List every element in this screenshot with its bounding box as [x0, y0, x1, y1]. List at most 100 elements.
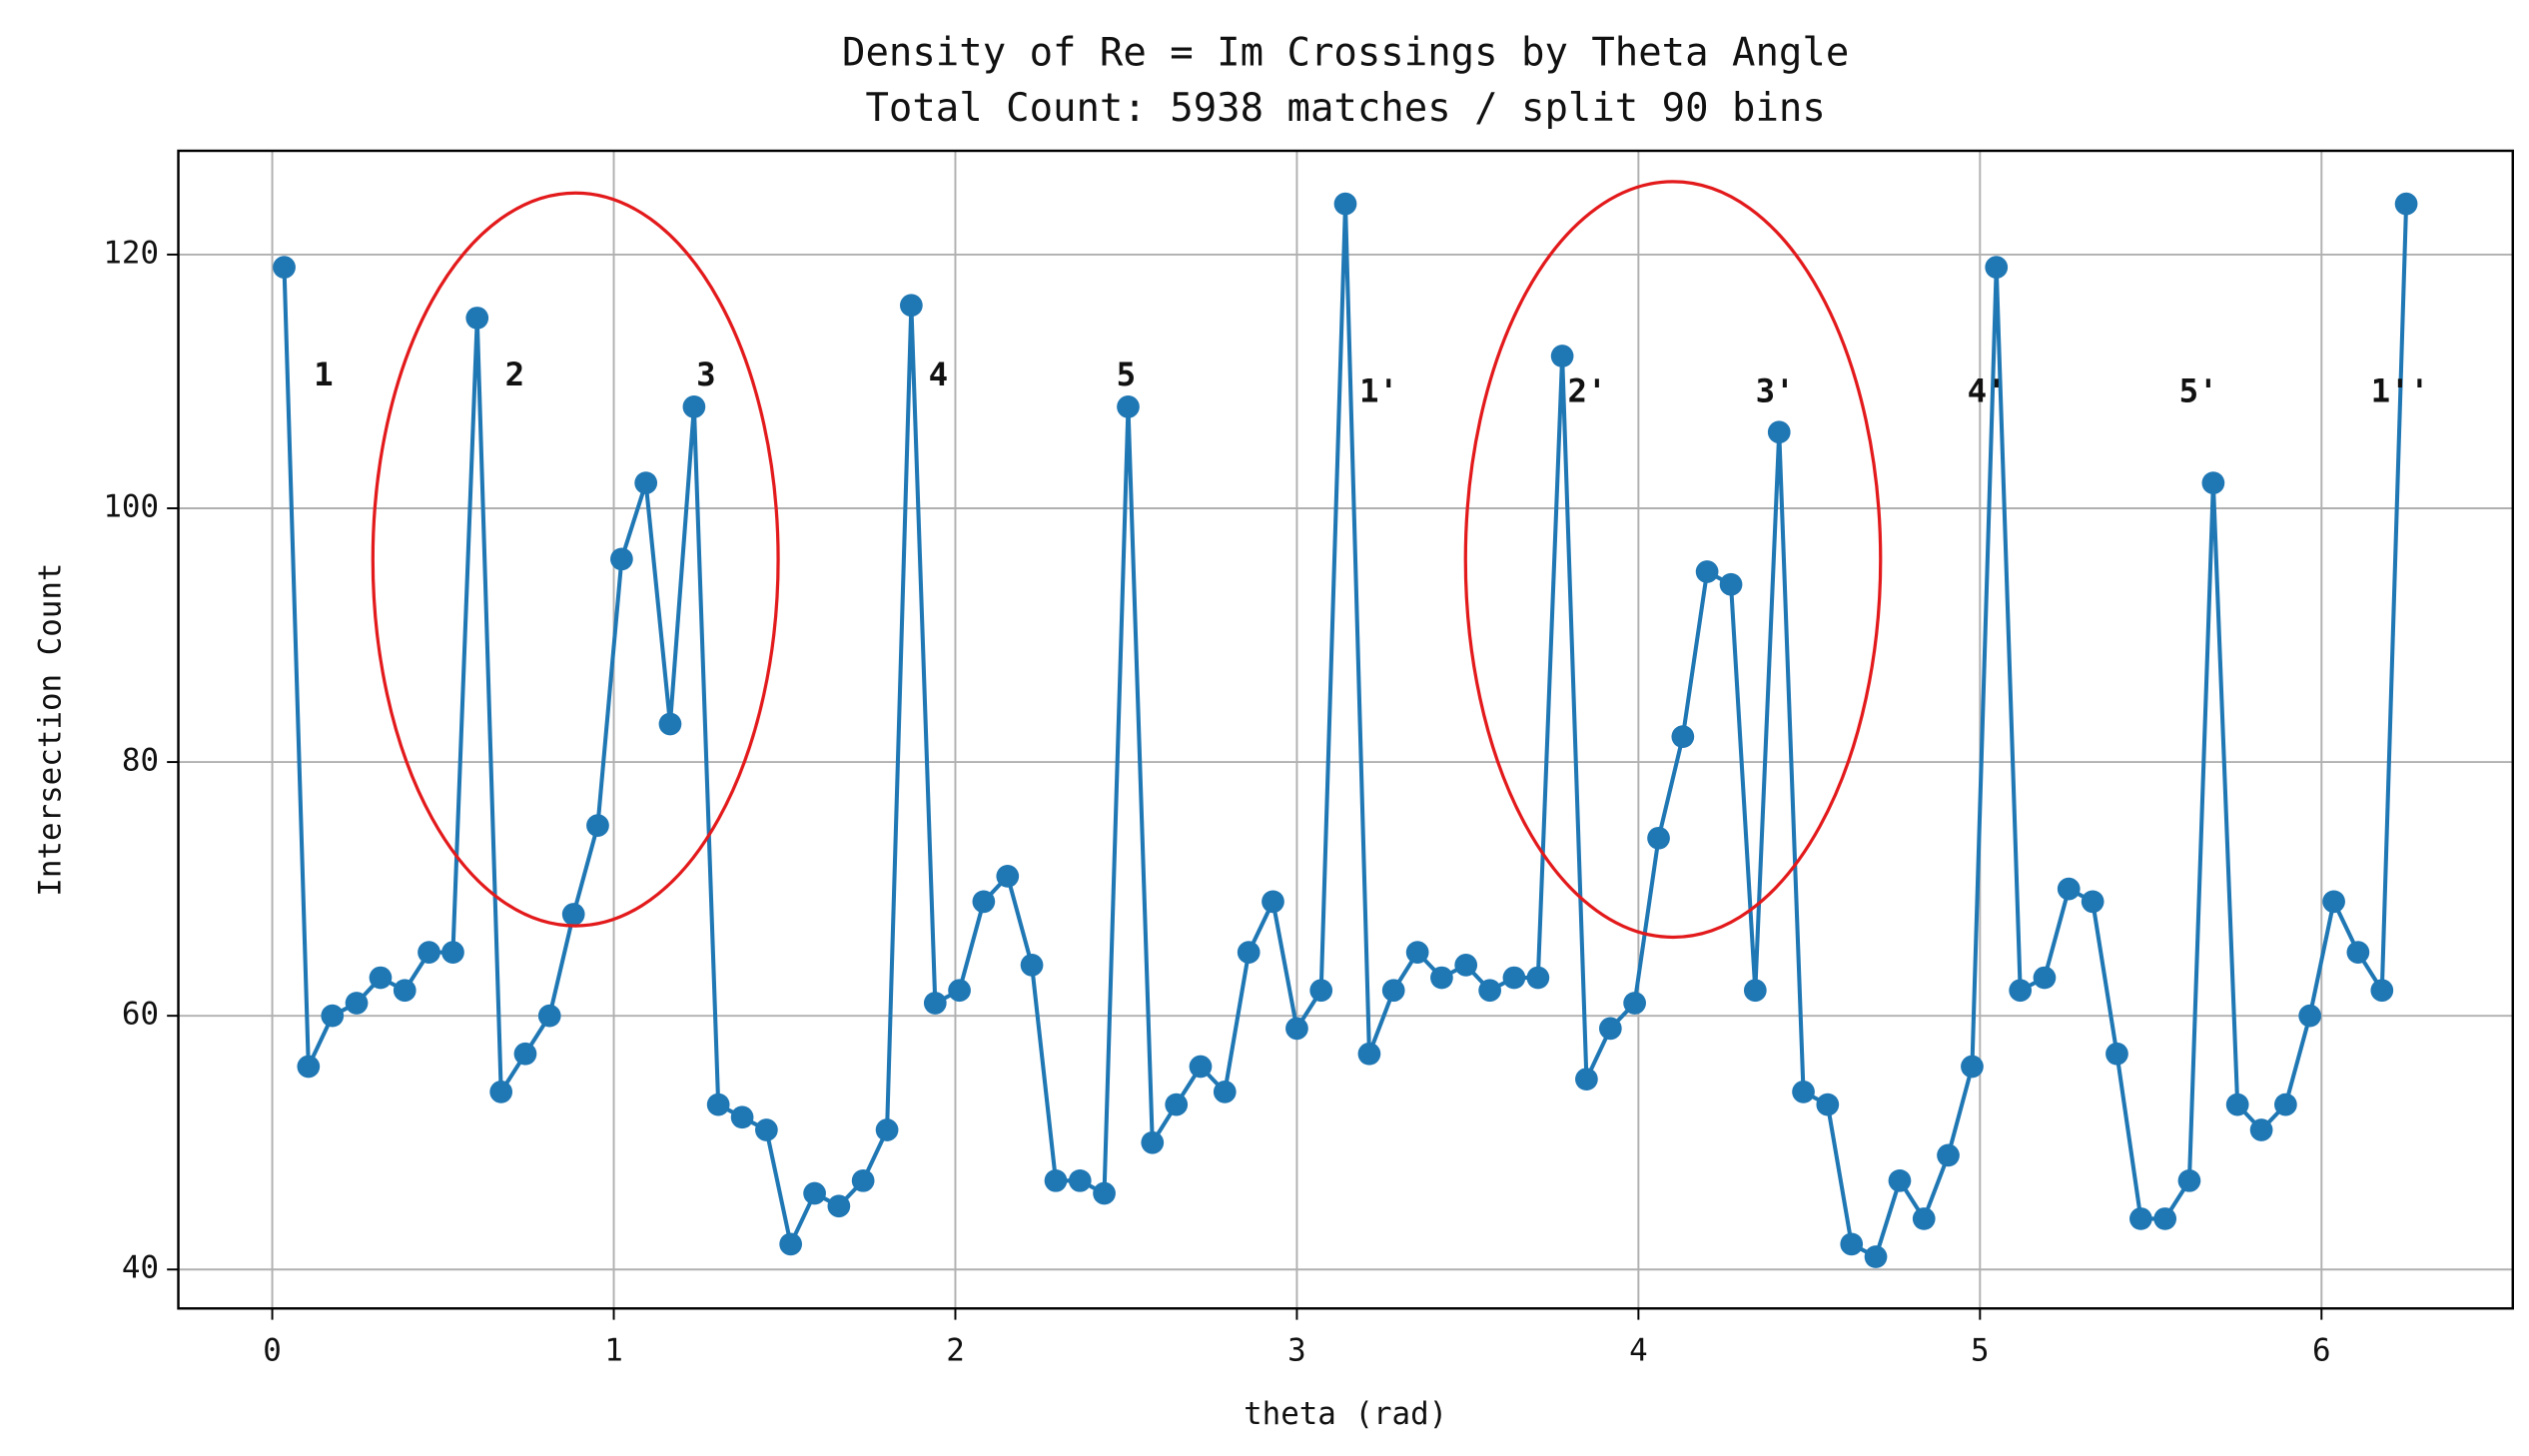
data-point — [755, 1118, 778, 1141]
chart-title: Density of Re = Im Crossings by Theta An… — [842, 31, 1849, 76]
data-point — [1767, 420, 1791, 444]
plot-frame — [177, 149, 2514, 1310]
y-tick-label: 80 — [122, 743, 159, 779]
chart-subtitle: Total Count: 5938 matches / split 90 bin… — [865, 86, 1825, 131]
highlight-ellipse — [371, 191, 780, 928]
data-point — [2009, 979, 2033, 1003]
y-axis-label: Intersection Count — [32, 563, 68, 897]
data-point — [1937, 1143, 1960, 1167]
data-point — [2298, 1004, 2322, 1028]
annotation: 1'' — [2371, 371, 2430, 409]
annotation: 4 — [929, 356, 949, 393]
data-point — [803, 1181, 826, 1205]
data-point — [1237, 941, 1261, 965]
annotation: 2' — [1568, 371, 1607, 409]
x-tick-label: 6 — [2312, 1333, 2331, 1369]
data-point — [1526, 966, 1550, 990]
data-point — [1189, 1055, 1213, 1079]
data-point — [1430, 966, 1453, 990]
data-point — [2081, 890, 2105, 914]
y-tick-label: 120 — [103, 235, 159, 271]
data-point — [2274, 1092, 2297, 1116]
data-point — [2322, 890, 2345, 914]
data-point — [923, 992, 947, 1015]
data-point — [321, 1004, 345, 1028]
data-point — [1840, 1232, 1864, 1256]
annotation: 5' — [2179, 371, 2218, 409]
data-point — [1285, 1017, 1308, 1041]
x-tick-label: 2 — [946, 1333, 965, 1369]
data-point — [537, 1004, 561, 1028]
data-point — [682, 395, 706, 418]
data-point — [489, 1081, 513, 1103]
data-point — [1864, 1245, 1888, 1268]
x-tick-label: 5 — [1971, 1333, 1990, 1369]
x-tick-label: 3 — [1287, 1333, 1306, 1369]
data-point — [1309, 979, 1333, 1003]
data-point — [948, 979, 971, 1003]
data-point — [1985, 256, 2009, 279]
data-point — [2201, 471, 2225, 494]
data-point — [1502, 966, 1526, 990]
annotation: 3 — [696, 356, 716, 393]
annotation: 1 — [314, 356, 334, 393]
data-point — [2346, 941, 2370, 965]
data-point — [273, 256, 296, 279]
x-axis-label: theta (rad) — [1244, 1396, 1447, 1432]
data-point — [1719, 572, 1743, 596]
data-point — [851, 1168, 875, 1192]
data-point — [1695, 560, 1719, 583]
data-point — [2129, 1207, 2152, 1230]
data-point — [1381, 979, 1405, 1003]
plot: 1 2 3 4 5 1' 2' 3' 4' 5' 1'' — [273, 192, 2430, 1268]
data-point — [1044, 1168, 1068, 1192]
data-point — [2370, 979, 2394, 1003]
data-point — [1888, 1168, 1912, 1192]
data-point — [369, 966, 393, 990]
data-point — [972, 890, 996, 914]
y-tick-label: 100 — [103, 488, 159, 524]
data-point — [1020, 953, 1044, 977]
x-tick-label: 4 — [1629, 1333, 1648, 1369]
data-point — [634, 471, 658, 494]
data-point — [2153, 1207, 2177, 1230]
data-point — [1912, 1207, 1936, 1230]
data-point — [1093, 1181, 1116, 1205]
data-point — [297, 1055, 321, 1079]
annotation: 3' — [1756, 371, 1795, 409]
data-point — [730, 1105, 754, 1129]
data-point — [345, 992, 369, 1015]
data-point — [2057, 877, 2081, 901]
data-point — [441, 941, 464, 965]
y-tick-label: 40 — [122, 1250, 159, 1286]
data-point — [1816, 1092, 1840, 1116]
data-point — [1165, 1092, 1189, 1116]
series-line — [282, 204, 2409, 1260]
data-point — [1961, 1055, 1984, 1079]
data-point — [1550, 345, 1574, 367]
data-point — [1213, 1081, 1237, 1103]
data-point — [561, 903, 585, 926]
data-point — [1333, 192, 1357, 216]
data-point — [1405, 941, 1429, 965]
data-point — [1068, 1168, 1092, 1192]
data-point — [1598, 1017, 1622, 1041]
data-point — [996, 865, 1020, 888]
data-point — [1262, 890, 1284, 914]
data-point — [2394, 192, 2418, 216]
data-point — [1647, 826, 1670, 850]
data-point — [1454, 953, 1478, 977]
data-point — [658, 712, 682, 736]
data-point — [706, 1092, 730, 1116]
data-point — [1792, 1081, 1815, 1103]
data-point — [2033, 966, 2057, 990]
data-point — [586, 814, 609, 837]
data-point — [900, 294, 923, 318]
annotation: 1' — [1359, 371, 1398, 409]
data-point — [1478, 979, 1501, 1003]
grid: 0 1 2 3 4 5 6 40 60 80 100 120 — [103, 150, 2513, 1369]
data-point — [393, 979, 417, 1003]
data-point — [1671, 725, 1695, 749]
x-tick-label: 0 — [263, 1333, 282, 1369]
